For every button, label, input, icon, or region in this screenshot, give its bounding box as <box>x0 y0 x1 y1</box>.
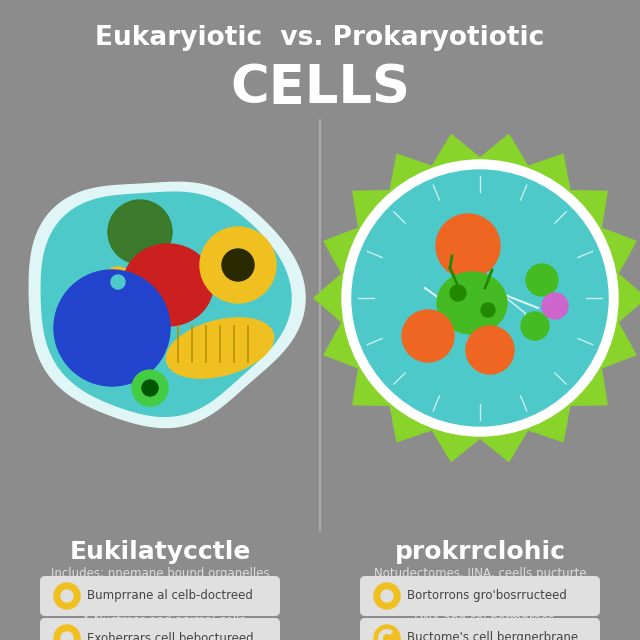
FancyBboxPatch shape <box>360 618 600 640</box>
Circle shape <box>108 200 172 264</box>
Circle shape <box>374 625 400 640</box>
Text: Buctome's cell bergnerbrane: Buctome's cell bergnerbrane <box>407 632 578 640</box>
Text: prokrrclohic: prokrrclohic <box>394 540 566 564</box>
Text: - DNA and cel bermprees: - DNA and cel bermprees <box>406 614 554 627</box>
Circle shape <box>54 270 170 386</box>
Ellipse shape <box>166 318 274 378</box>
FancyBboxPatch shape <box>360 576 600 616</box>
Circle shape <box>352 170 608 426</box>
Circle shape <box>381 632 393 640</box>
Circle shape <box>481 303 495 317</box>
Circle shape <box>54 625 80 640</box>
Text: Eukilatycctle: Eukilatycctle <box>69 540 251 564</box>
Circle shape <box>526 264 558 296</box>
Text: CELLS: CELLS <box>230 62 410 114</box>
Circle shape <box>54 583 80 609</box>
Circle shape <box>466 326 514 374</box>
Text: Exoherrars cell beboctureed: Exoherrars cell beboctureed <box>87 632 253 640</box>
Circle shape <box>103 267 133 297</box>
Polygon shape <box>314 134 640 461</box>
Text: Bortorrons gro'bosrructeed: Bortorrons gro'bosrructeed <box>407 589 567 602</box>
FancyBboxPatch shape <box>40 618 280 640</box>
Text: Notudectomes, IINA, ceells pucturte: Notudectomes, IINA, ceells pucturte <box>374 568 586 580</box>
Circle shape <box>142 380 158 396</box>
Circle shape <box>61 632 73 640</box>
Circle shape <box>436 214 500 278</box>
Circle shape <box>542 293 568 319</box>
Circle shape <box>342 160 618 436</box>
Circle shape <box>450 285 466 301</box>
FancyBboxPatch shape <box>40 576 280 616</box>
Text: Includes; nnemane bound organelles: Includes; nnemane bound organelles <box>51 568 269 580</box>
Text: Bumprrane al celb-doctreed: Bumprrane al celb-doctreed <box>87 589 253 602</box>
Circle shape <box>200 227 276 303</box>
Circle shape <box>132 370 168 406</box>
Polygon shape <box>29 182 305 428</box>
Circle shape <box>222 249 254 281</box>
Text: Eukaryiotic  vs. Prokaryotiotic: Eukaryiotic vs. Prokaryotiotic <box>95 25 545 51</box>
Circle shape <box>521 312 549 340</box>
Polygon shape <box>41 192 291 417</box>
Ellipse shape <box>437 272 507 334</box>
Circle shape <box>374 583 400 609</box>
Circle shape <box>381 590 393 602</box>
Text: - A Nuctress and animal cells: - A Nuctress and animal cells <box>74 614 246 627</box>
Circle shape <box>61 590 73 602</box>
Circle shape <box>111 275 125 289</box>
Ellipse shape <box>123 244 213 326</box>
Circle shape <box>402 310 454 362</box>
